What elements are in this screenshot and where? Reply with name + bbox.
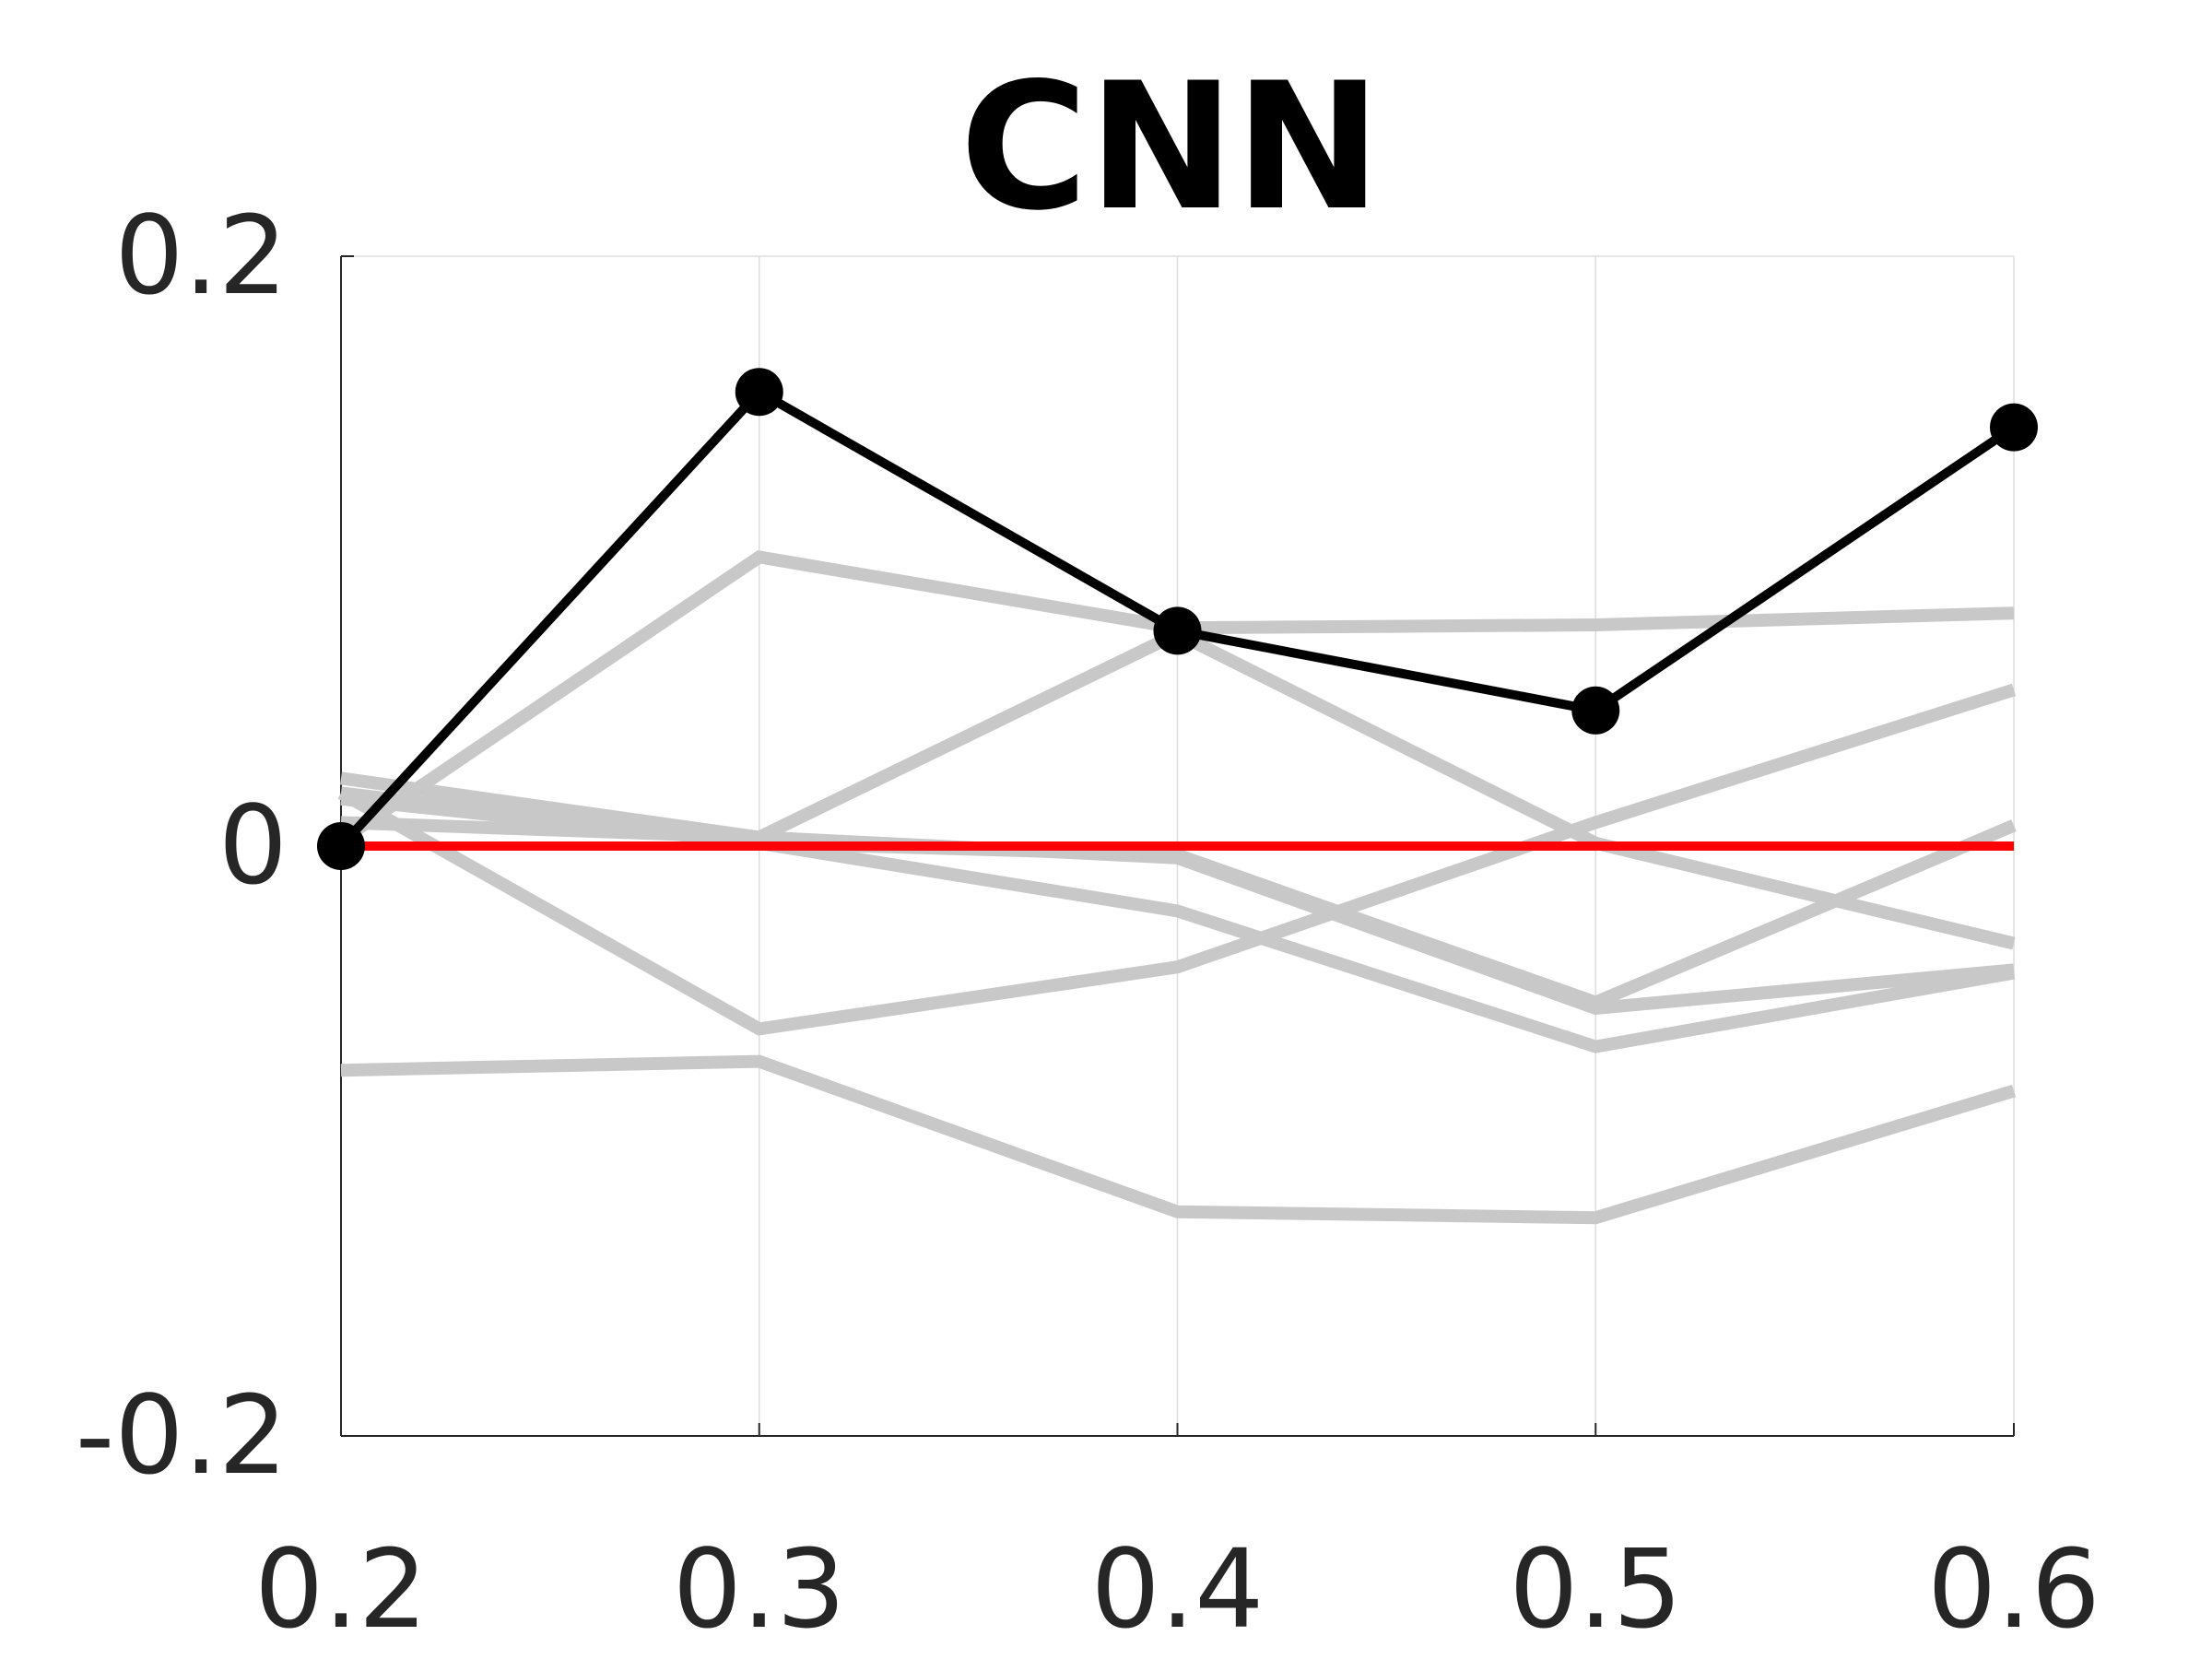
highlight-point-1 <box>317 822 365 870</box>
background-series-line-3 <box>337 683 2017 1036</box>
y-tick-labels: 0.2 0 -0.2 <box>76 192 288 1499</box>
x-tick-label-3: 0.5 <box>1509 1525 1682 1653</box>
data-markers <box>317 368 2038 870</box>
highlight-point-3 <box>1153 606 1202 655</box>
x-tick-labels: 0.2 0.3 0.4 0.5 0.6 <box>254 1525 2100 1653</box>
highlight-point-5 <box>1990 403 2038 452</box>
x-tick-label-1: 0.3 <box>673 1525 846 1653</box>
highlight-point-4 <box>1571 686 1620 735</box>
highlight-point-2 <box>735 368 783 417</box>
x-tick-label-2: 0.4 <box>1091 1525 1265 1653</box>
background-series-line-7 <box>340 786 2017 1010</box>
y-tick-label-1: 0 <box>218 782 288 909</box>
x-tick-label-0: 0.2 <box>254 1525 428 1653</box>
y-tick-label-2: -0.2 <box>76 1371 288 1499</box>
x-tick-label-4: 0.6 <box>1927 1525 2100 1653</box>
y-tick-label-0: 0.2 <box>114 192 288 319</box>
background-series-line-6 <box>340 1054 2017 1225</box>
chart-title: CNN <box>959 45 1381 249</box>
